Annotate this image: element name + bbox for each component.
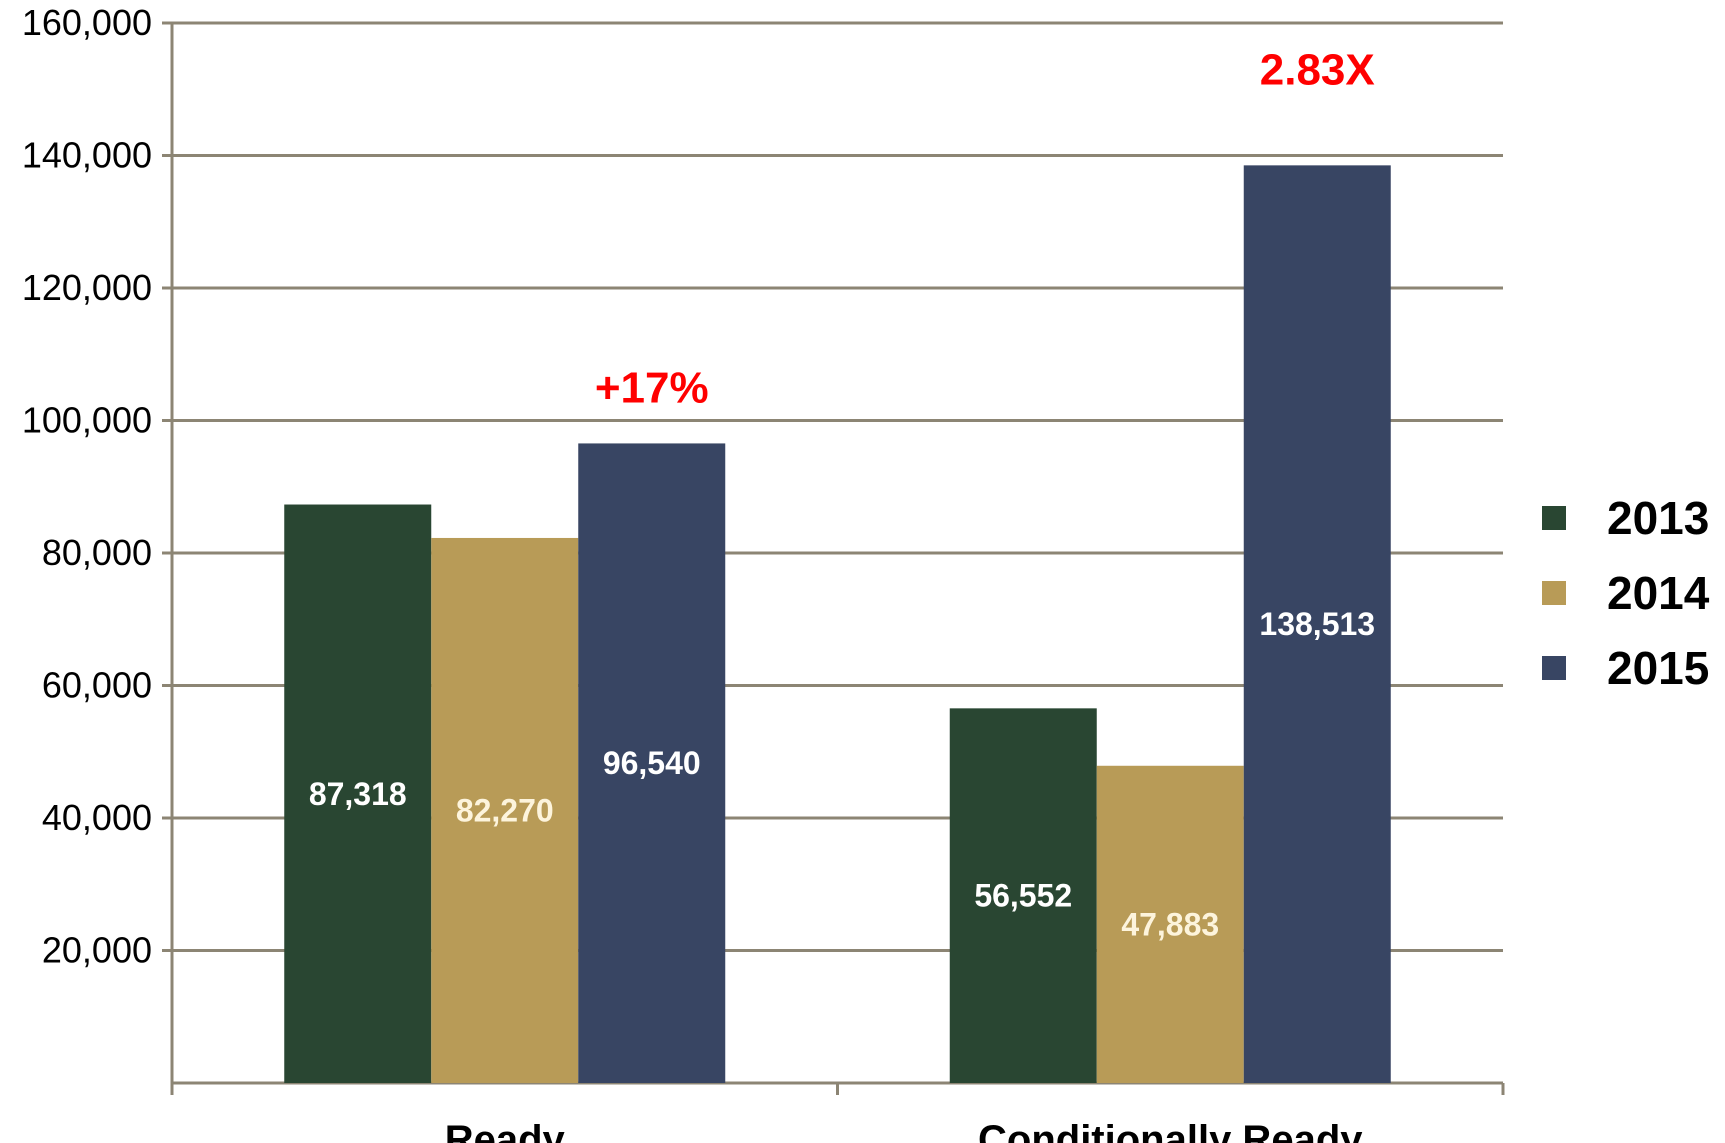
data-label: 87,318 — [309, 776, 407, 812]
annotation-label: 2.83X — [1260, 45, 1375, 94]
category-label: Conditionally Ready — [978, 1118, 1363, 1143]
y-tick-label: 80,000 — [42, 532, 152, 573]
data-label: 56,552 — [974, 878, 1072, 914]
bar-2013-0 — [284, 504, 432, 1083]
data-label: 47,883 — [1121, 906, 1219, 942]
legend-entry: 2014 — [1607, 567, 1710, 619]
bar-2015-0 — [578, 443, 726, 1083]
y-tick-label: 100,000 — [22, 400, 152, 441]
y-tick-label: 40,000 — [42, 797, 152, 838]
y-tick-label: 60,000 — [42, 665, 152, 706]
y-tick-label: 160,000 — [22, 2, 152, 43]
bar-2015-1 — [1243, 165, 1391, 1083]
legend-swatch — [1542, 506, 1566, 530]
data-label: 82,270 — [456, 792, 554, 828]
category-label: Ready — [445, 1118, 566, 1143]
data-label: 96,540 — [603, 745, 701, 781]
data-label: 138,513 — [1259, 606, 1375, 642]
y-tick-label: 120,000 — [22, 267, 152, 308]
y-tick-label: 140,000 — [22, 135, 152, 176]
legend-swatch — [1542, 656, 1566, 680]
bar-2014-1 — [1096, 765, 1244, 1083]
legend-swatch — [1542, 581, 1566, 605]
y-tick-label: 20,000 — [42, 930, 152, 971]
annotation-label: +17% — [595, 363, 709, 412]
bar-2014-0 — [431, 537, 579, 1083]
legend-entry: 2015 — [1607, 642, 1709, 694]
bar-2013-1 — [949, 708, 1097, 1083]
legend-entry: 2013 — [1607, 492, 1709, 544]
